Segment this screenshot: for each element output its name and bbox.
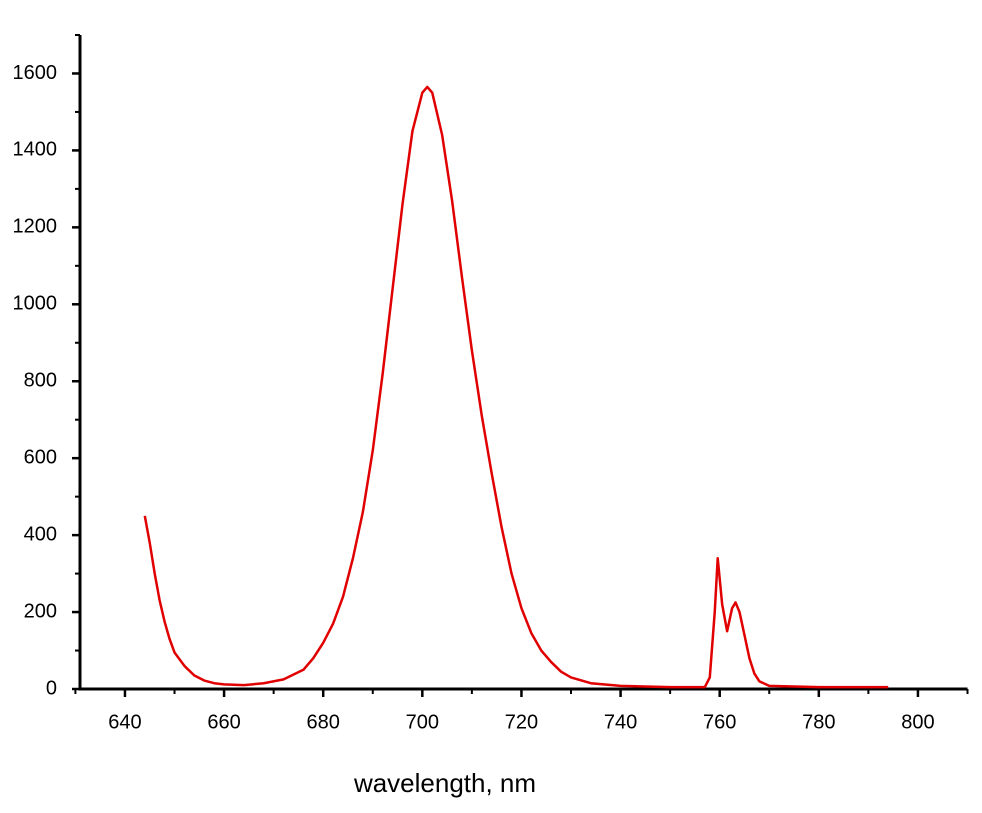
y-tick-label: 400 — [24, 523, 57, 545]
x-tick-label: 700 — [406, 711, 439, 733]
y-tick-label: 0 — [46, 677, 57, 699]
x-tick-label: 720 — [505, 711, 538, 733]
y-tick-label: 1400 — [13, 139, 58, 161]
x-tick-label: 740 — [604, 711, 637, 733]
x-tick-label: 640 — [108, 711, 141, 733]
spectrum-line — [143, 85, 889, 689]
x-tick-label: 760 — [703, 711, 736, 733]
x-tick-label: 780 — [802, 711, 835, 733]
x-tick-label: 660 — [207, 711, 240, 733]
y-tick-label: 1200 — [13, 216, 58, 238]
y-tick-label: 1600 — [13, 62, 58, 84]
y-tick-label: 800 — [24, 370, 57, 392]
y-tick-label: 200 — [24, 600, 57, 622]
x-tick-label: 800 — [901, 711, 934, 733]
y-tick-label: 1000 — [13, 293, 58, 315]
x-tick-label: 680 — [307, 711, 340, 733]
x-axis-label: wavelength, nm — [353, 768, 536, 798]
y-tick-label: 600 — [24, 446, 57, 468]
